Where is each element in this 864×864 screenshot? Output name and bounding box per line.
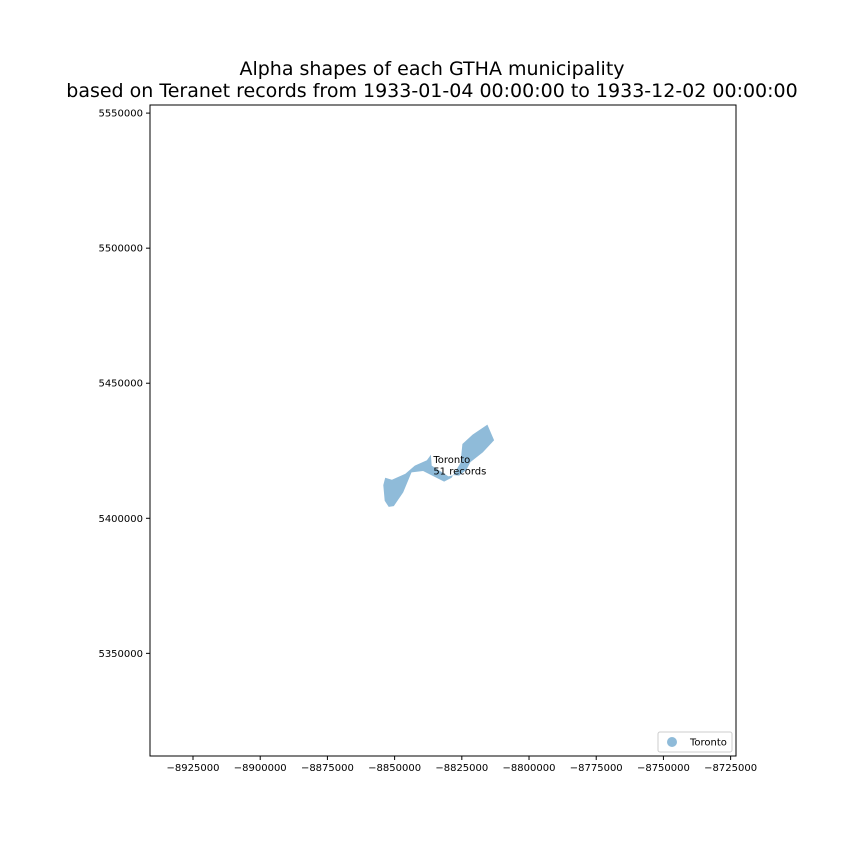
y-tick-label: 5500000 <box>98 244 143 255</box>
x-tick-label: −8725000 <box>704 763 757 774</box>
y-axis: 5350000 5400000 5450000 5500000 5550000 <box>98 109 150 660</box>
plot-frame <box>149 104 737 757</box>
y-tick-label: 5550000 <box>98 109 143 120</box>
x-tick-label: −8900000 <box>234 763 287 774</box>
chart-title: Alpha shapes of each GTHA municipality b… <box>0 58 864 102</box>
y-tick-label: 5400000 <box>98 514 143 525</box>
legend-label: Toronto <box>689 738 727 749</box>
legend-marker <box>667 737 677 747</box>
x-tick-label: −8825000 <box>435 763 488 774</box>
x-tick-label: −8850000 <box>368 763 421 774</box>
y-tick-label: 5450000 <box>98 379 143 390</box>
legend: Toronto <box>657 731 733 753</box>
legend-box <box>657 731 733 753</box>
annotation-record-count: 51 records <box>433 466 486 477</box>
chart-title-line-2: based on Teranet records from 1933-01-04… <box>66 80 798 102</box>
x-axis: −8925000 −8900000 −8875000 −8850000 −8825000… <box>167 756 757 774</box>
x-tick-label: −8925000 <box>167 763 220 774</box>
x-tick-label: −8875000 <box>301 763 354 774</box>
x-tick-label: −8775000 <box>570 763 623 774</box>
x-tick-label: −8750000 <box>637 763 690 774</box>
chart-title-line-1: Alpha shapes of each GTHA municipality <box>239 58 625 80</box>
toronto-alpha-shape <box>383 424 495 507</box>
annotation-name: Toronto <box>432 455 470 466</box>
x-tick-label: −8800000 <box>503 763 556 774</box>
y-tick-label: 5350000 <box>98 649 143 660</box>
